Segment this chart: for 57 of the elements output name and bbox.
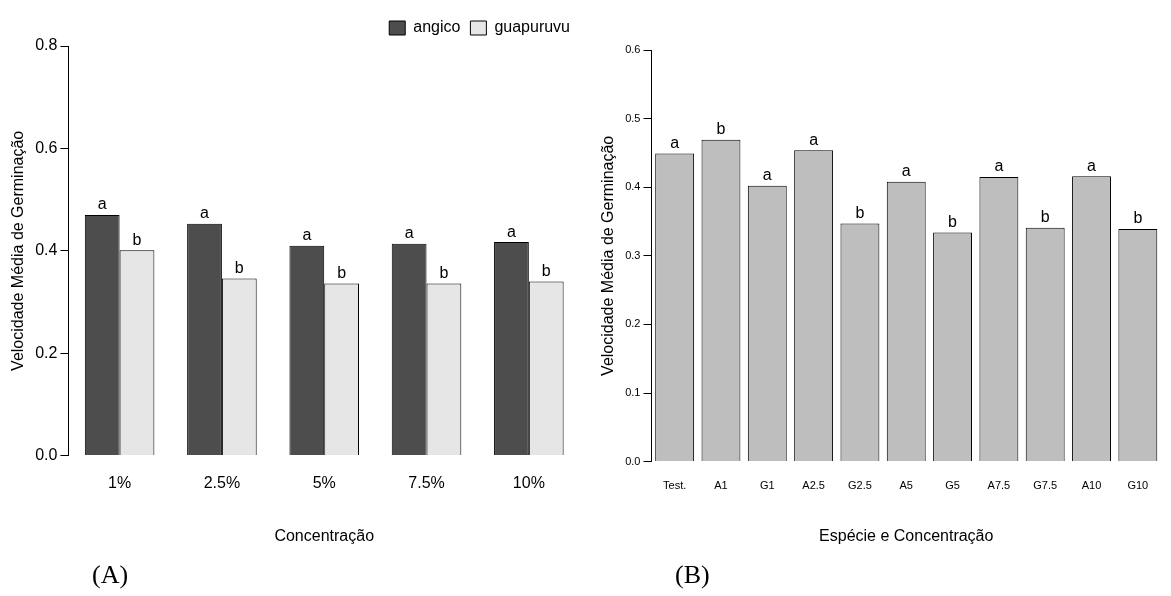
x-tick-label: A2.5 bbox=[802, 479, 825, 492]
y-tick-label: 0.5 bbox=[625, 111, 641, 124]
y-tick-label: 0.2 bbox=[35, 343, 58, 361]
y-tick-label: 0.6 bbox=[35, 138, 58, 156]
data-label: b bbox=[234, 258, 244, 276]
x-tick-label: G5 bbox=[945, 479, 960, 492]
data-label: a bbox=[404, 224, 414, 242]
x-tick-label: A1 bbox=[714, 479, 728, 492]
x-tick-label: G10 bbox=[1127, 479, 1149, 492]
data-label: a bbox=[809, 130, 819, 148]
y-tick-label: 0.3 bbox=[625, 248, 641, 261]
text: (B) bbox=[675, 560, 710, 590]
data-label: b bbox=[541, 261, 551, 279]
x-tick-label: G1 bbox=[759, 479, 775, 492]
x-tick-label: G7.5 bbox=[1033, 479, 1058, 492]
data-label: b bbox=[1133, 209, 1143, 227]
x-tick-label: 10% bbox=[512, 473, 545, 491]
data-label: a bbox=[994, 157, 1004, 175]
data-label: b bbox=[948, 212, 958, 230]
x-tick-label: 7.5% bbox=[408, 473, 445, 491]
x-tick-label: A10 bbox=[1081, 479, 1102, 492]
y-tick-label: 0.4 bbox=[625, 180, 641, 193]
y-tick-label: 0.0 bbox=[35, 446, 58, 464]
data-label: b bbox=[1040, 208, 1050, 226]
legend-label: guapuruvu bbox=[494, 18, 571, 36]
data-label: a bbox=[507, 222, 516, 240]
data-label: a bbox=[901, 162, 911, 180]
x-tick-label: G2.5 bbox=[848, 479, 872, 492]
y-axis-title: Velocidade Média de Germinação bbox=[9, 130, 27, 371]
y-tick-label: 0.1 bbox=[625, 386, 641, 399]
data-label: a bbox=[302, 226, 312, 244]
data-label: a bbox=[670, 133, 680, 151]
data-label: b bbox=[132, 230, 142, 248]
data-label: b bbox=[716, 120, 726, 138]
y-tick-label: 0.6 bbox=[625, 43, 641, 56]
y-tick-label: 0.8 bbox=[35, 36, 58, 54]
y-axis-title: Velocidade Média de Germinação bbox=[599, 135, 617, 376]
data-label: a bbox=[97, 195, 107, 213]
x-tick-label: A7.5 bbox=[987, 479, 1011, 492]
y-tick-label: 0.4 bbox=[35, 241, 58, 259]
x-tick-label: 5% bbox=[312, 473, 336, 491]
data-label: b bbox=[337, 263, 347, 281]
x-tick-label: 1% bbox=[108, 473, 132, 491]
x-axis-title: Espécie e Concentração bbox=[819, 526, 994, 544]
data-label: a bbox=[1087, 156, 1097, 174]
legend-label: angico bbox=[413, 18, 461, 36]
text: (A) bbox=[92, 560, 129, 590]
x-tick-label: Test. bbox=[663, 479, 687, 492]
data-label: b bbox=[439, 263, 449, 281]
x-tick-label: 2.5% bbox=[203, 473, 241, 491]
y-tick-label: 0.0 bbox=[625, 454, 641, 467]
data-label: a bbox=[200, 204, 210, 222]
y-tick-label: 0.2 bbox=[625, 317, 641, 330]
x-tick-label: A5 bbox=[899, 479, 913, 492]
data-label: b bbox=[855, 203, 865, 221]
x-axis-title: Concentração bbox=[274, 526, 375, 544]
data-label: a bbox=[762, 166, 772, 184]
